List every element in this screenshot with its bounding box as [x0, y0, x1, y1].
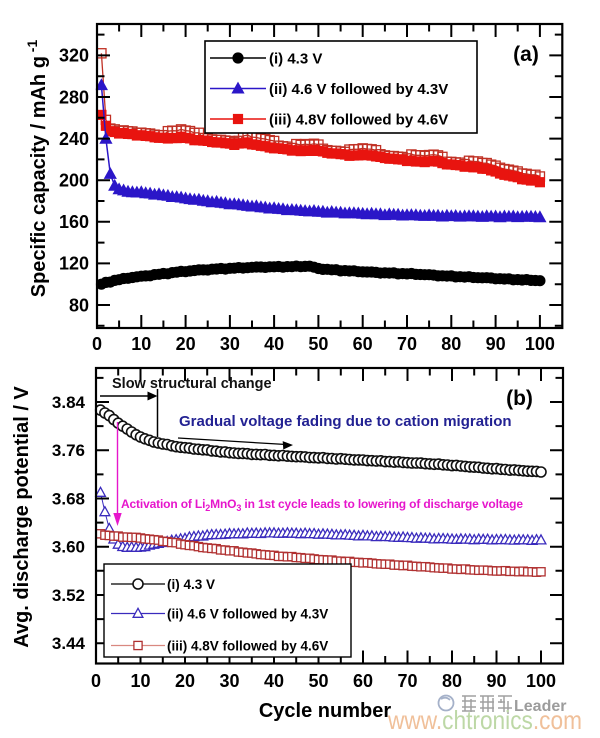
svg-text:50: 50 — [308, 671, 328, 691]
svg-text:3.68: 3.68 — [52, 490, 85, 509]
svg-text:(a): (a) — [513, 43, 539, 66]
svg-text:240: 240 — [59, 129, 89, 149]
svg-text:0: 0 — [92, 334, 102, 354]
svg-text:320: 320 — [59, 46, 89, 66]
svg-text:Activation of Li2MnO3 in 1st c: Activation of Li2MnO3 in 1st cycle leads… — [121, 497, 523, 513]
svg-text:(iii) 4.8V followed by 4.6V: (iii) 4.8V followed by 4.6V — [269, 112, 448, 129]
svg-text:30: 30 — [219, 671, 239, 691]
svg-text:40: 40 — [264, 334, 284, 354]
svg-text:3.84: 3.84 — [52, 393, 86, 412]
svg-text:100: 100 — [526, 671, 556, 691]
svg-text:40: 40 — [264, 671, 284, 691]
svg-text:50: 50 — [308, 334, 328, 354]
svg-text:0: 0 — [91, 671, 101, 691]
svg-text:90: 90 — [486, 671, 506, 691]
svg-text:Gradual voltage fading due to: Gradual voltage fading due to cation mig… — [179, 413, 512, 430]
svg-text:3.44: 3.44 — [52, 634, 86, 653]
svg-text:80: 80 — [442, 671, 462, 691]
svg-text:90: 90 — [486, 334, 506, 354]
svg-text:160: 160 — [59, 212, 89, 232]
svg-text:Slow structural change: Slow structural change — [112, 376, 272, 392]
svg-text:(ii) 4.6 V followed by 4.3V: (ii) 4.6 V followed by 4.3V — [167, 607, 328, 622]
svg-text:(i) 4.3 V: (i) 4.3 V — [269, 51, 322, 68]
svg-text:60: 60 — [353, 334, 373, 354]
svg-text:3.76: 3.76 — [52, 441, 85, 460]
svg-text:60: 60 — [353, 671, 373, 691]
svg-text:(b): (b) — [506, 387, 533, 410]
svg-text:120: 120 — [59, 254, 89, 274]
svg-text:30: 30 — [220, 334, 240, 354]
svg-text:3.60: 3.60 — [52, 538, 85, 557]
svg-text:3.52: 3.52 — [52, 586, 85, 605]
svg-text:Cycle number: Cycle number — [259, 700, 391, 722]
svg-text:Leader: Leader — [514, 698, 566, 715]
svg-text:10: 10 — [131, 334, 151, 354]
svg-text:Specific capacity / mAh g -1: Specific capacity / mAh g -1 — [24, 40, 50, 298]
svg-text:(ii) 4.6 V followed by 4.3V: (ii) 4.6 V followed by 4.3V — [269, 81, 448, 98]
svg-text:20: 20 — [176, 334, 196, 354]
svg-text:Avg. discharge potential / V: Avg. discharge potential / V — [11, 386, 33, 648]
svg-text:280: 280 — [59, 87, 89, 107]
svg-text:(i) 4.3 V: (i) 4.3 V — [167, 577, 215, 592]
svg-text:10: 10 — [130, 671, 150, 691]
svg-text:70: 70 — [397, 334, 417, 354]
svg-text:70: 70 — [397, 671, 417, 691]
svg-text:www.chtronics.com: www.chtronics.com — [387, 705, 582, 735]
svg-text:(iii) 4.8V followed by 4.6V: (iii) 4.8V followed by 4.6V — [167, 639, 328, 654]
svg-text:80: 80 — [69, 295, 89, 315]
svg-text:80: 80 — [441, 334, 461, 354]
svg-text:100: 100 — [525, 334, 555, 354]
svg-text:200: 200 — [59, 171, 89, 191]
svg-text:20: 20 — [175, 671, 195, 691]
